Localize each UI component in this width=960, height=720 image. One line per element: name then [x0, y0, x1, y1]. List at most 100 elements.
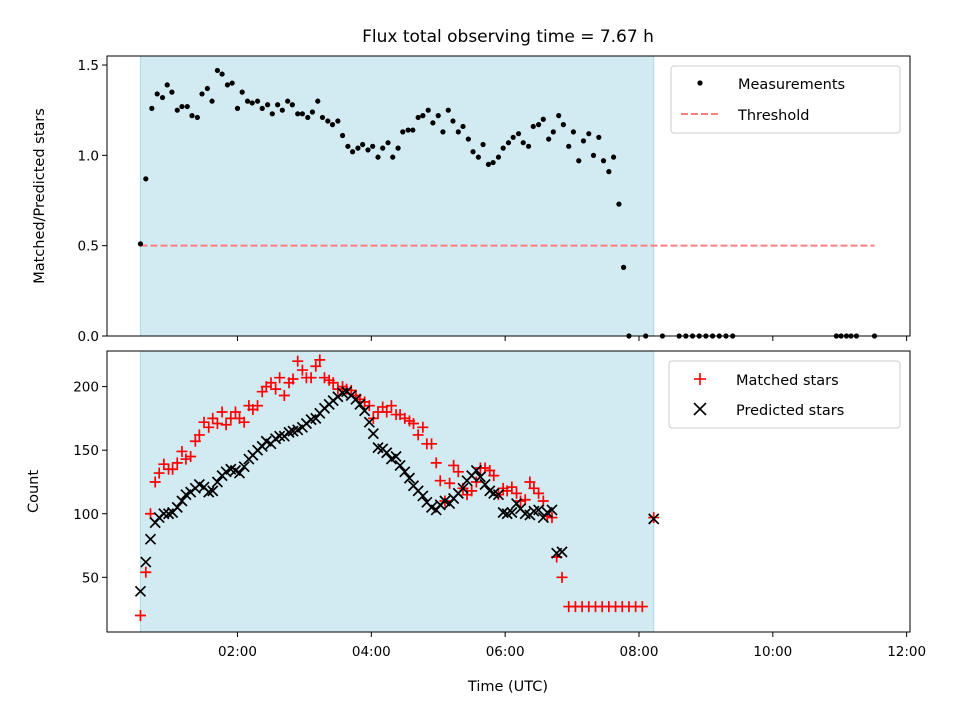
matched-star-point: [524, 476, 536, 488]
measurement-point: [570, 129, 577, 135]
matched-star-point: [193, 429, 205, 441]
y-tick-label: 1.0: [78, 148, 99, 164]
measurement-point: [365, 147, 371, 153]
x-tick-label: 08:00: [620, 644, 659, 660]
measurement-point: [360, 141, 366, 148]
matched-star-point: [207, 412, 219, 424]
predicted-star-point: [367, 428, 379, 440]
measurement-point: [600, 158, 607, 164]
measurement-point: [315, 98, 321, 104]
matched-star-point: [296, 364, 308, 376]
measurement-point: [143, 176, 149, 182]
y-tick-label: 100: [73, 507, 99, 523]
matched-star-point: [511, 487, 523, 499]
matched-star-point: [149, 476, 161, 488]
matched-star-point: [314, 354, 326, 366]
matched-star-point: [278, 390, 290, 402]
predicted-star-point: [274, 430, 286, 442]
predicted-star-point: [492, 489, 505, 501]
measurement-point: [224, 82, 231, 88]
measurement-point: [265, 102, 271, 108]
measurement-point: [154, 91, 160, 97]
measurement-point: [329, 122, 336, 128]
measurement-point: [355, 145, 361, 151]
matched-star-point: [533, 487, 545, 499]
matched-star-point: [176, 445, 188, 457]
predicted-star-point: [533, 504, 545, 516]
matched-stars-points: [134, 354, 660, 621]
predicted-star-point: [207, 485, 219, 497]
measurement-point: [184, 103, 190, 110]
matched-star-point: [434, 475, 446, 487]
matched-star-point: [636, 601, 648, 613]
legend-measurements-label: Measurements: [738, 77, 845, 93]
matched-star-point: [385, 400, 397, 412]
measurement-point: [586, 131, 592, 137]
measurement-point: [475, 154, 481, 160]
count-x-axis: 02:00 04:00 06:00 08:00 10:00 12:00: [218, 632, 926, 660]
measurement-point: [159, 94, 166, 101]
matched-star-point: [310, 360, 322, 372]
matched-star-point: [153, 467, 165, 479]
predicted-star-point: [171, 501, 183, 513]
measurement-point: [520, 140, 526, 146]
x-tick-label: 10:00: [753, 644, 792, 660]
measurement-point: [137, 241, 144, 247]
measurement-point: [536, 122, 542, 128]
measurement-point: [465, 136, 471, 142]
y-tick-label: 200: [73, 380, 99, 396]
y-tick-label: 0.0: [78, 329, 99, 345]
predicted-star-point: [381, 447, 393, 459]
predicted-star-point: [417, 490, 429, 502]
measurement-point: [540, 116, 546, 122]
y-tick-label: 1.5: [78, 58, 99, 74]
measurement-point: [410, 127, 416, 133]
measurement-point: [375, 154, 381, 160]
measurement-point: [400, 129, 406, 135]
measurement-point: [219, 71, 225, 77]
predicted-star-point: [363, 416, 375, 428]
measurement-point: [616, 201, 622, 207]
measurement-point: [380, 145, 386, 151]
measurement-point: [309, 109, 316, 115]
observing-window-shade: [139, 55, 655, 337]
predicted-star-point: [211, 476, 224, 488]
predicted-stars-points: [134, 386, 660, 597]
measurement-point: [179, 103, 185, 110]
predicted-star-point: [506, 506, 518, 519]
measurement-point: [546, 136, 552, 142]
measurement-point: [254, 98, 261, 104]
measurement-point: [339, 132, 346, 139]
measurement-point: [239, 89, 245, 95]
measurement-point: [244, 98, 251, 104]
count-panel: 50 100 150 200 02:00 04:00 06:00 08:00 10:00 12:…: [26, 350, 926, 660]
measurement-point: [430, 120, 436, 126]
matched-star-point: [252, 400, 264, 412]
measurement-point: [199, 91, 205, 97]
predicted-star-point: [403, 472, 416, 484]
measurement-point: [279, 107, 285, 113]
ratio-legend: Measurements Threshold: [670, 65, 901, 134]
count-y-axis: 50 100 150 200: [73, 380, 107, 586]
predicted-star-point: [162, 508, 175, 520]
predicted-star-point: [457, 482, 469, 494]
predicted-star-point: [283, 426, 295, 438]
figure-title: Flux total observing time = 7.67 h: [362, 27, 654, 47]
matched-star-point: [229, 406, 241, 418]
y-tick-label: 150: [73, 443, 99, 459]
matched-star-point: [399, 412, 411, 424]
measurement-point: [249, 100, 255, 106]
matched-star-point: [318, 372, 330, 384]
measurement-point: [590, 152, 597, 158]
measurement-point: [335, 118, 341, 124]
measurement-point: [189, 113, 195, 119]
measurement-point: [485, 161, 492, 167]
matched-star-point: [430, 457, 442, 469]
measurement-point: [395, 145, 401, 151]
measurement-point: [556, 113, 562, 119]
predicted-star-point: [176, 495, 188, 507]
matched-star-point: [211, 417, 223, 429]
matched-star-point: [444, 477, 456, 489]
matched-star-point: [189, 435, 201, 447]
